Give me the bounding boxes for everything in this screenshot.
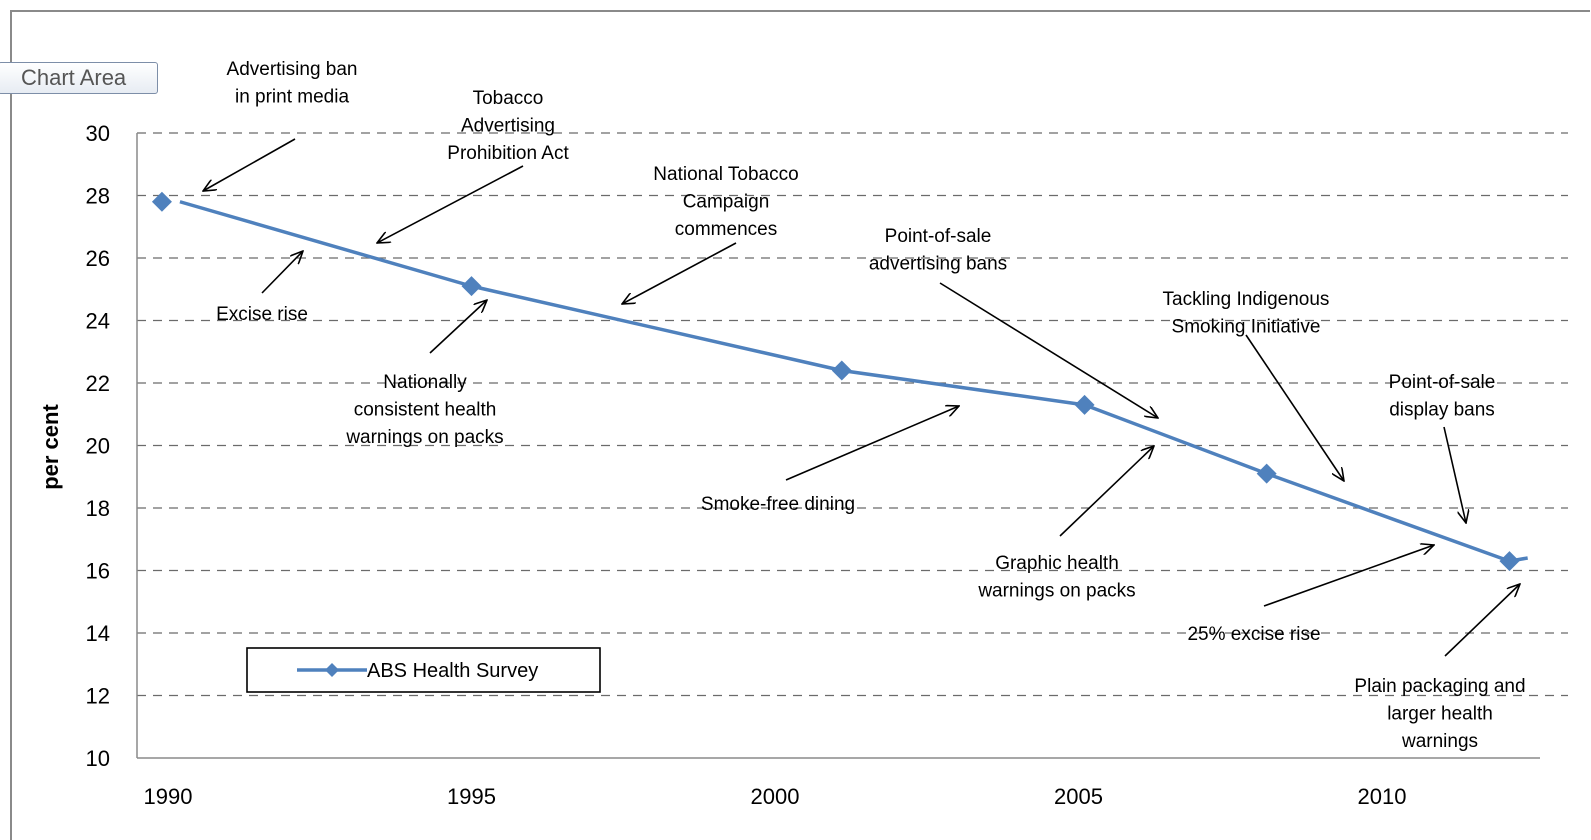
annotation-line: Tackling Indigenous [1163,289,1330,310]
annotation-arrow [1444,584,1520,657]
data-point-marker [1256,463,1277,484]
annotation-line: Advertising ban [227,59,358,80]
annotation-line: consistent health [354,400,497,421]
annotation-label: Graphic health warnings on packs [977,553,1135,602]
legend-label: ABS Health Survey [367,660,538,682]
data-point-marker [1499,551,1520,572]
y-tick-label: 18 [86,496,110,521]
annotation-line: Graphic health [995,553,1119,574]
y-tick-label: 20 [86,434,110,459]
x-tick-label: 2010 [1358,784,1407,809]
annotation-line: Plain packaging and [1354,676,1525,697]
y-tick-label: 12 [86,684,110,709]
data-point-marker [1074,394,1095,415]
annotation-arrow [1245,334,1344,481]
annotation-line: Prohibition Act [447,143,569,164]
legend: ABS Health Survey [246,647,601,693]
annotation-arrow [429,300,487,354]
chart-frame: Chart Area [0,10,1590,840]
annotation-arrow [377,165,524,243]
annotation-line: Tobacco [473,88,544,109]
x-tick-label: 2005 [1054,784,1103,809]
annotation-label: Point-of-sale advertising bans [869,226,1007,275]
annotation-line: warnings [1401,731,1478,752]
annotation-label: Advertising ban in print media [227,59,358,108]
y-tick-label: 26 [86,246,110,271]
annotation-line: Point-of-sale [885,226,992,247]
annotation-arrow [1443,426,1466,523]
annotation-arrow [261,251,303,294]
data-point-marker [461,276,482,297]
annotation-line: Smoking Initiative [1172,317,1321,338]
annotation-label: National Tobacco Campaign commences [653,164,798,240]
annotation-line: warnings on packs [977,581,1135,602]
annotation-line: commences [675,219,777,240]
annotation-line: National Tobacco [653,164,798,185]
y-tick-label: 22 [86,371,110,396]
annotation-line: Nationally [383,372,467,393]
x-tick-label: 1990 [144,784,193,809]
annotation-arrow [1059,446,1154,537]
annotation-label: Tackling Indigenous Smoking Initiative [1163,289,1330,338]
y-tick-label: 28 [86,184,110,209]
annotation-label: Excise rise [216,304,308,325]
annotation-label: Plain packaging and larger health warnings [1354,676,1525,752]
annotation-line: Campaign [683,192,770,213]
y-tick-label: 10 [86,746,110,771]
annotation-label: Point-of-sale display bans [1389,372,1496,421]
annotation-arrow [785,406,959,481]
data-point-marker [151,191,172,212]
y-axis-label: per cent [38,404,63,490]
annotation-line: larger health [1387,704,1493,725]
legend-marker-swatch [325,663,339,677]
annotation-line: Smoke-free dining [701,494,855,515]
annotation-line: Advertising [461,116,555,137]
annotation-arrow [622,242,737,304]
x-tick-label: 2000 [751,784,800,809]
annotation-arrow [203,138,296,191]
y-tick-label: 24 [86,309,110,334]
annotation-line: advertising bans [869,254,1007,275]
y-tick-label: 16 [86,559,110,584]
y-tick-label: 30 [86,121,110,146]
annotation-label: 25% excise rise [1187,624,1320,645]
data-point-marker [831,360,852,381]
annotation-label: Nationally consistent health warnings on p… [345,372,503,448]
annotation-label: Tobacco Advertising Prohibition Act [447,88,569,164]
annotation-label: Smoke-free dining [701,494,855,515]
annotation-line: 25% excise rise [1187,624,1320,645]
annotation-arrow [939,282,1158,418]
annotation-line: Point-of-sale [1389,372,1496,393]
annotation-line: warnings on packs [345,427,503,448]
annotation-line: in print media [235,87,349,108]
y-tick-label: 14 [86,621,110,646]
annotation-line: Excise rise [216,304,308,325]
x-tick-label: 1995 [447,784,496,809]
annotation-line: display bans [1389,400,1495,421]
annotation-arrow [1263,545,1434,607]
chart-area-button[interactable]: Chart Area [0,62,158,94]
